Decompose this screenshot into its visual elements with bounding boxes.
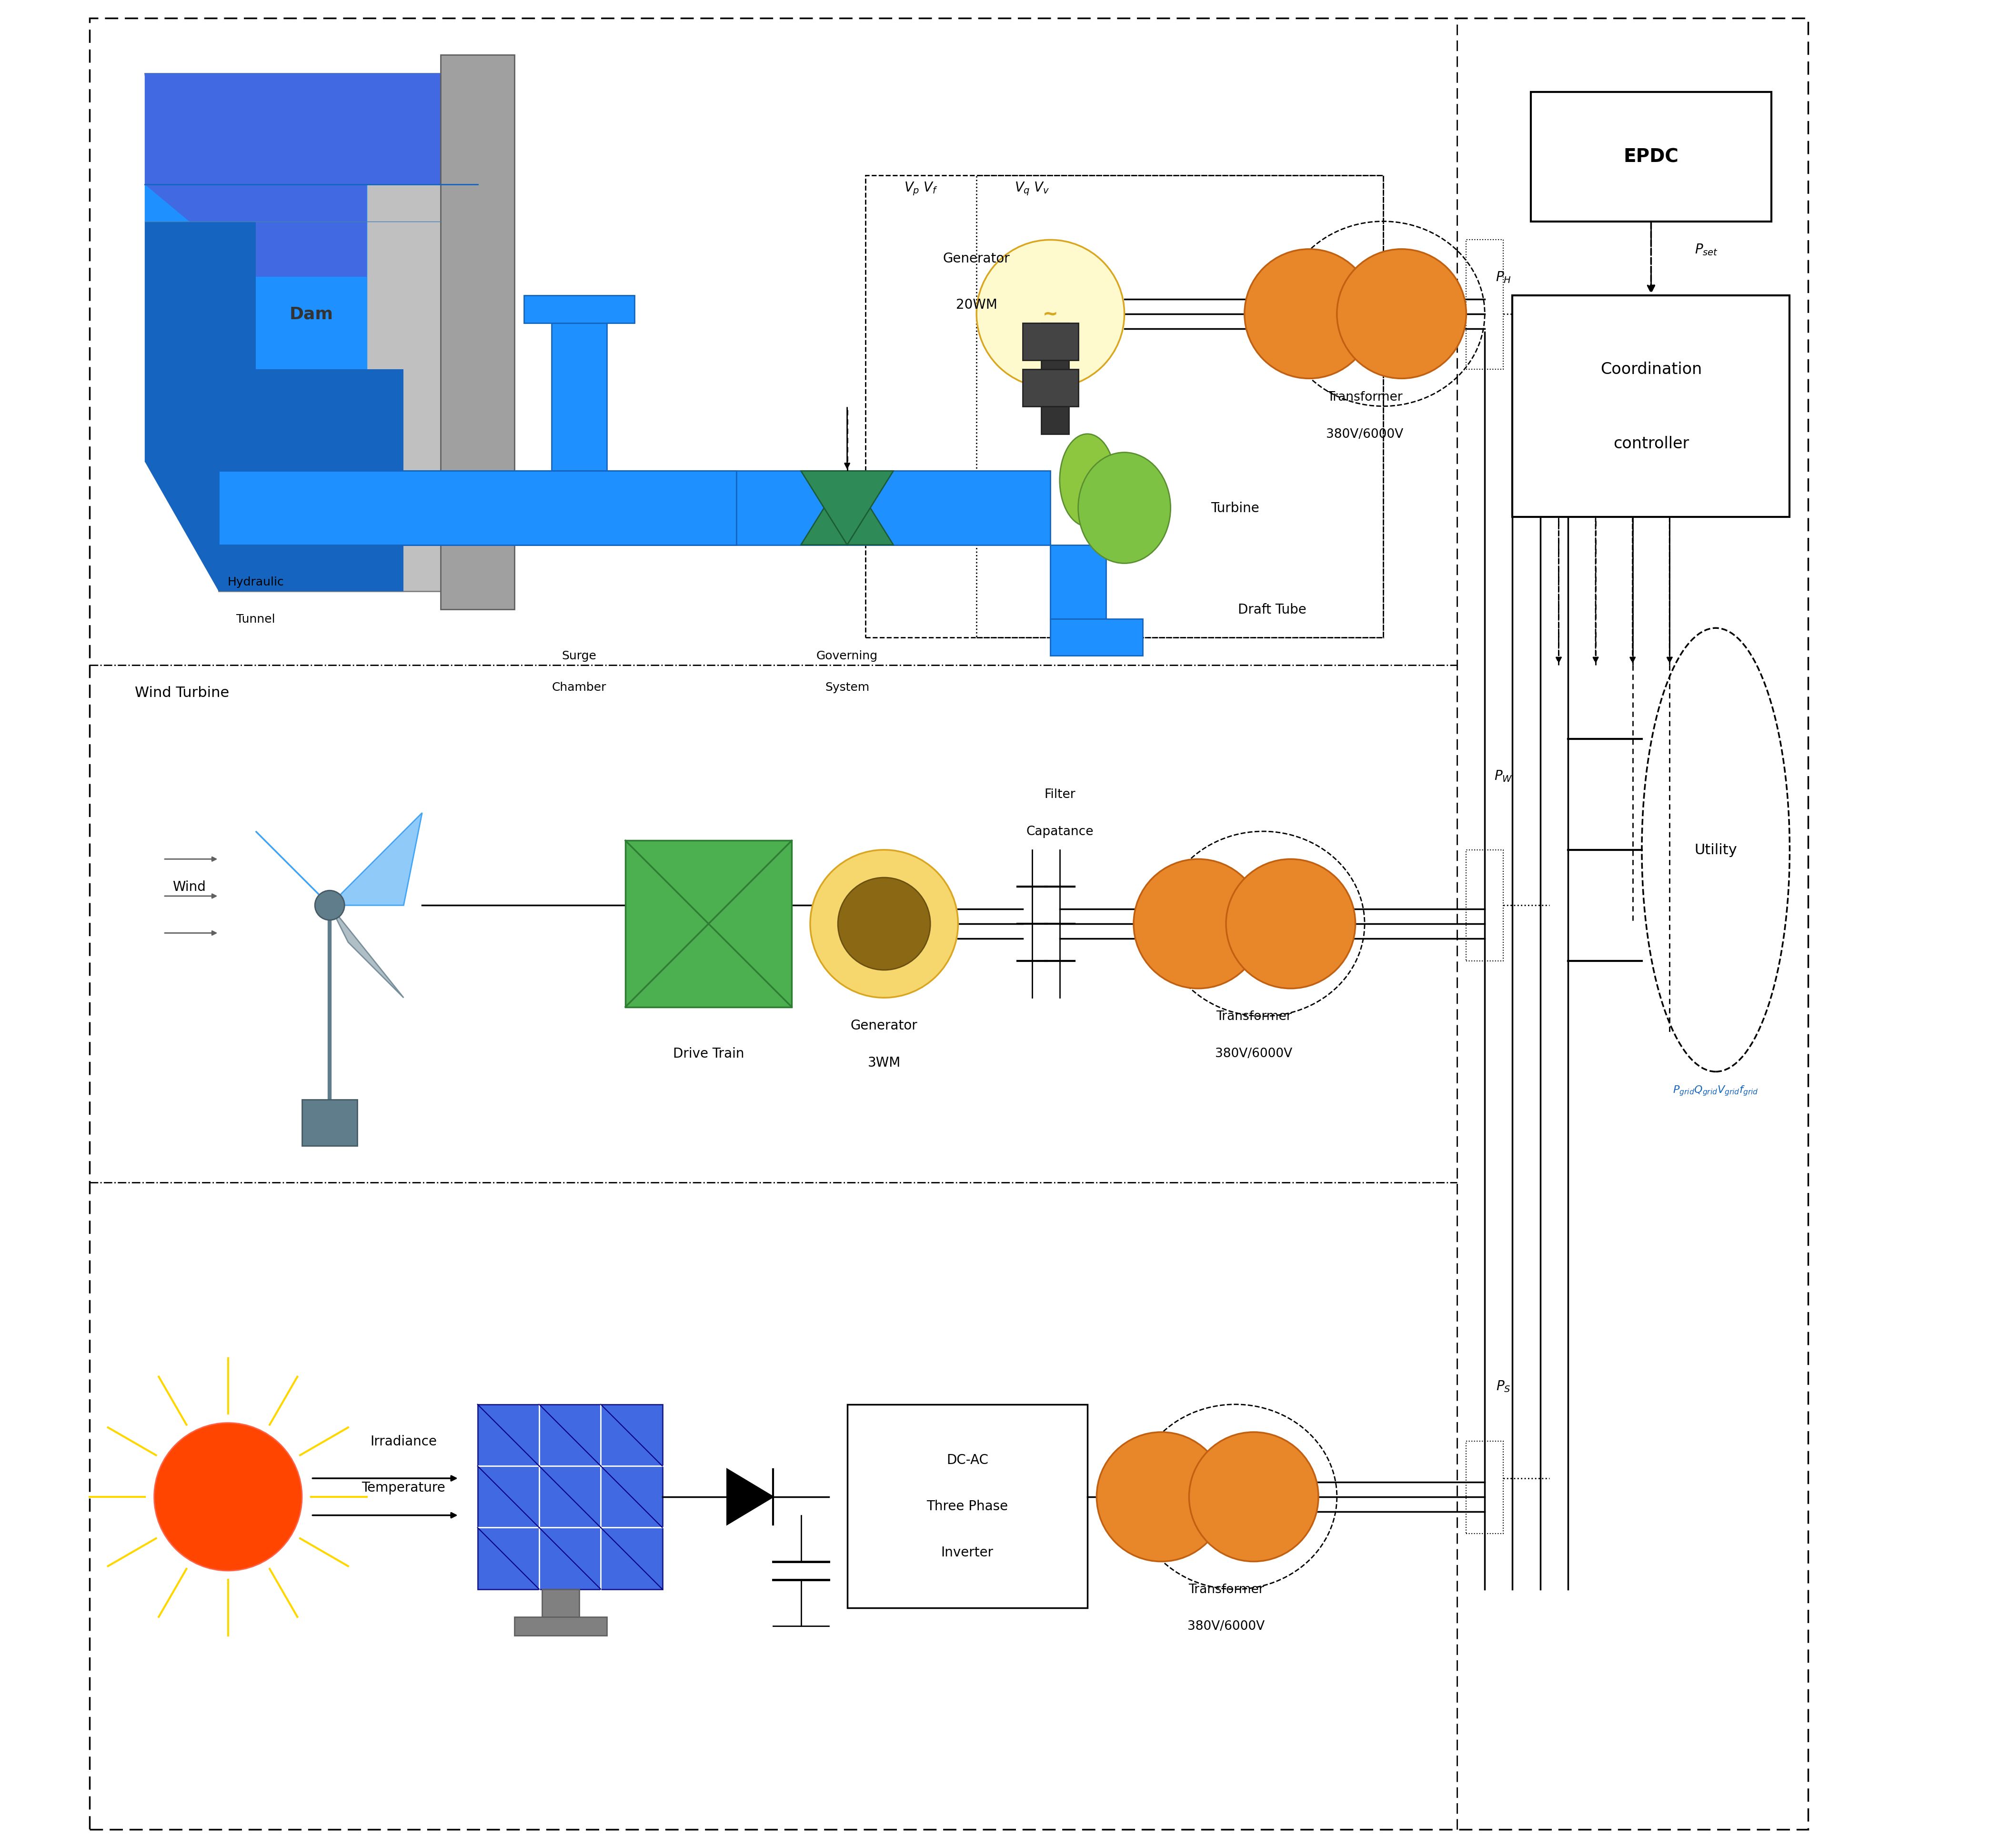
Circle shape: [977, 240, 1124, 388]
Bar: [219, 471, 736, 545]
Text: Transformer: Transformer: [1188, 1584, 1264, 1595]
Text: $P_W$: $P_W$: [1494, 769, 1512, 784]
Bar: [1051, 619, 1142, 656]
Text: Filter: Filter: [1045, 789, 1075, 800]
Bar: [302, 1100, 358, 1146]
Bar: [1023, 323, 1079, 360]
Text: Hydraulic: Hydraulic: [227, 577, 285, 588]
Ellipse shape: [1079, 453, 1170, 564]
Polygon shape: [145, 74, 478, 591]
Polygon shape: [726, 1469, 774, 1525]
Text: Generator: Generator: [850, 1018, 917, 1033]
Text: Three Phase: Three Phase: [927, 1499, 1009, 1514]
Bar: [1512, 296, 1789, 517]
Text: 380V/6000V: 380V/6000V: [1325, 429, 1403, 440]
Bar: [625, 841, 792, 1007]
Text: Temperature: Temperature: [362, 1480, 446, 1495]
Bar: [1467, 1441, 1502, 1534]
Circle shape: [1190, 1432, 1319, 1562]
Text: $P_{grid}Q_{grid}V_{grid}f_{grid}$: $P_{grid}Q_{grid}V_{grid}f_{grid}$: [1674, 1085, 1759, 1096]
Text: ~: ~: [1043, 305, 1059, 323]
Text: Wind Turbine: Wind Turbine: [135, 686, 229, 700]
Bar: [1023, 370, 1079, 407]
Text: 380V/6000V: 380V/6000V: [1188, 1621, 1264, 1632]
Bar: [1041, 323, 1069, 434]
Bar: [478, 1404, 663, 1589]
Bar: [1467, 240, 1502, 370]
Polygon shape: [800, 471, 894, 545]
Polygon shape: [257, 832, 330, 906]
Text: Irradiance: Irradiance: [370, 1434, 438, 1449]
Circle shape: [810, 850, 957, 998]
Text: Governing: Governing: [816, 650, 878, 662]
Text: Utility: Utility: [1693, 843, 1737, 857]
Polygon shape: [330, 813, 422, 906]
Circle shape: [153, 1423, 302, 1571]
Bar: [515, 1617, 607, 1635]
Bar: [736, 471, 1051, 545]
Text: Transformer: Transformer: [1327, 392, 1403, 403]
Text: $P_{set}$: $P_{set}$: [1695, 242, 1717, 257]
Polygon shape: [145, 74, 478, 277]
Circle shape: [1096, 1432, 1226, 1562]
Bar: [866, 176, 1383, 638]
Text: System: System: [826, 682, 870, 693]
Text: Wind: Wind: [173, 880, 205, 894]
Text: controller: controller: [1614, 436, 1690, 451]
Polygon shape: [145, 74, 478, 462]
Text: Generator: Generator: [943, 251, 1011, 266]
Circle shape: [1337, 249, 1467, 379]
Circle shape: [314, 891, 344, 920]
Circle shape: [1226, 859, 1355, 989]
Text: Tunnel: Tunnel: [237, 614, 275, 625]
Circle shape: [838, 878, 929, 970]
Bar: [541, 1589, 579, 1617]
Bar: [523, 296, 635, 323]
Text: Capatance: Capatance: [1027, 826, 1093, 837]
Ellipse shape: [1061, 434, 1114, 527]
Text: 380V/6000V: 380V/6000V: [1216, 1048, 1292, 1059]
Text: $P_H$: $P_H$: [1494, 270, 1510, 285]
Text: EPDC: EPDC: [1624, 148, 1680, 166]
Text: $V_q$ $V_v$: $V_q$ $V_v$: [1015, 181, 1049, 196]
Circle shape: [1134, 859, 1264, 989]
Text: Coordination: Coordination: [1600, 362, 1701, 377]
Bar: [848, 1404, 1087, 1608]
Text: Transformer: Transformer: [1216, 1011, 1292, 1022]
Text: $V_p$ $V_f$: $V_p$ $V_f$: [903, 181, 937, 196]
Text: Turbine: Turbine: [1212, 501, 1260, 516]
Text: Surge: Surge: [561, 650, 597, 662]
Polygon shape: [330, 906, 404, 998]
Text: 20WM: 20WM: [955, 298, 997, 312]
Circle shape: [1244, 249, 1373, 379]
Text: Chamber: Chamber: [551, 682, 607, 693]
Polygon shape: [440, 55, 515, 610]
Text: Draft Tube: Draft Tube: [1238, 602, 1307, 617]
Polygon shape: [800, 471, 894, 545]
Text: 3WM: 3WM: [868, 1055, 901, 1070]
Text: Inverter: Inverter: [941, 1545, 993, 1560]
Bar: [977, 176, 1383, 638]
Text: $P_S$: $P_S$: [1496, 1379, 1510, 1393]
Bar: [1467, 850, 1502, 961]
Text: DC-AC: DC-AC: [947, 1453, 989, 1467]
Bar: [1530, 92, 1771, 222]
Bar: [551, 323, 607, 471]
Text: Dam: Dam: [289, 307, 332, 322]
Polygon shape: [145, 222, 404, 591]
Bar: [1051, 545, 1106, 619]
Text: Drive Train: Drive Train: [673, 1046, 744, 1061]
